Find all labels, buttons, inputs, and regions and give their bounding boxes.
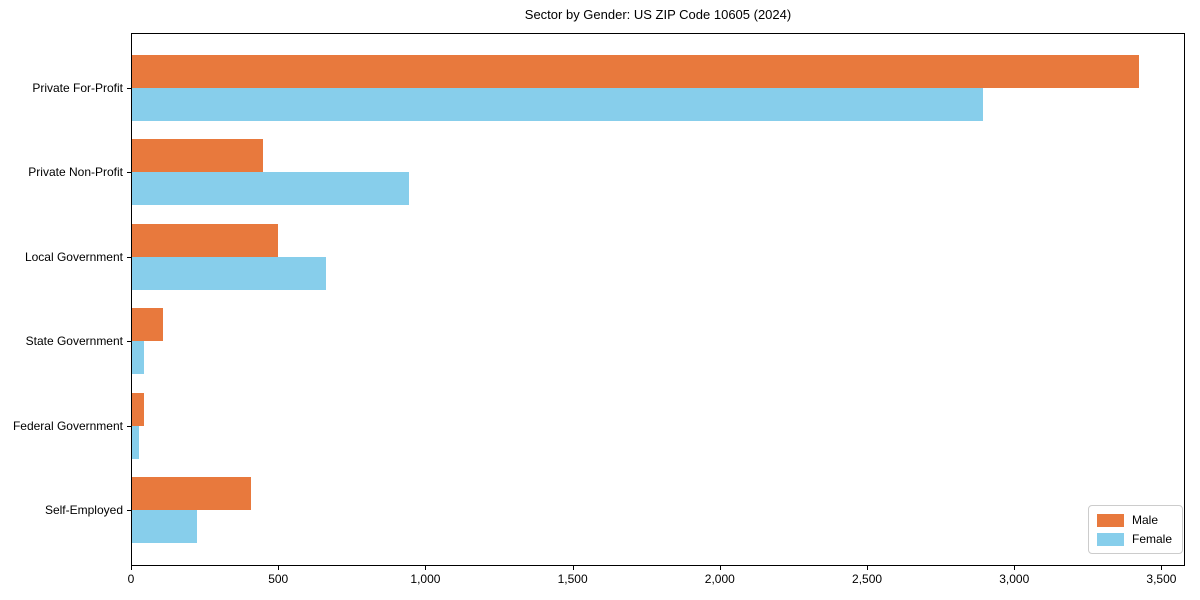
y-tick-mark: [127, 510, 131, 511]
x-tick-mark: [867, 566, 869, 570]
chart-title: Sector by Gender: US ZIP Code 10605 (202…: [524, 7, 792, 22]
bar-male: [132, 139, 263, 173]
x-tick-label: 2,500: [852, 572, 883, 586]
x-tick-label: 1,500: [557, 572, 588, 586]
legend-swatch-male: [1096, 513, 1124, 527]
bar-female: [132, 510, 197, 543]
y-tick-label: Private Non-Profit: [28, 165, 123, 180]
bar-female: [132, 88, 983, 121]
x-tick-mark: [719, 566, 721, 570]
x-tick-label: 500: [268, 572, 289, 586]
legend-label: Male: [1131, 513, 1158, 527]
x-tick-mark: [425, 566, 427, 570]
legend-entry-male: Male: [1096, 513, 1172, 527]
legend-swatch-female: [1096, 532, 1124, 546]
legend-label: Female: [1131, 532, 1172, 546]
x-tick-mark: [1161, 566, 1163, 570]
y-tick-label: Self-Employed: [44, 503, 123, 517]
y-tick-label: State Government: [25, 334, 123, 349]
x-tick-label: 3,500: [1146, 572, 1177, 586]
y-tick-label: Federal Government: [12, 418, 123, 433]
x-tick-label: 0: [127, 572, 135, 586]
bar-male: [132, 55, 1139, 88]
bar-male: [132, 392, 145, 426]
bar-male: [132, 223, 278, 257]
x-tick-mark: [278, 566, 280, 570]
x-tick-label: 3,000: [999, 572, 1030, 586]
y-tick-mark: [127, 256, 131, 258]
x-tick-label: 2,000: [704, 572, 735, 586]
y-tick-mark: [127, 341, 131, 343]
bar-female: [132, 341, 144, 375]
bar-male: [132, 308, 163, 342]
bar-female: [132, 256, 327, 290]
y-tick-mark: [127, 172, 131, 174]
legend-entry-female: Female: [1096, 532, 1172, 546]
x-tick-label: 1,000: [410, 572, 441, 586]
plot-area: [131, 33, 1185, 566]
y-tick-label: Private For-Profit: [32, 81, 123, 95]
y-tick-label: Local Government: [24, 249, 123, 264]
bar-female: [132, 425, 140, 459]
y-tick-mark: [127, 425, 131, 427]
y-tick-mark: [127, 88, 131, 89]
x-tick-mark: [1014, 566, 1016, 570]
bar-female: [132, 172, 409, 206]
legend: Male Female: [1087, 505, 1183, 554]
x-tick-mark: [131, 566, 132, 570]
x-tick-mark: [572, 566, 574, 570]
bar-male: [132, 477, 252, 510]
